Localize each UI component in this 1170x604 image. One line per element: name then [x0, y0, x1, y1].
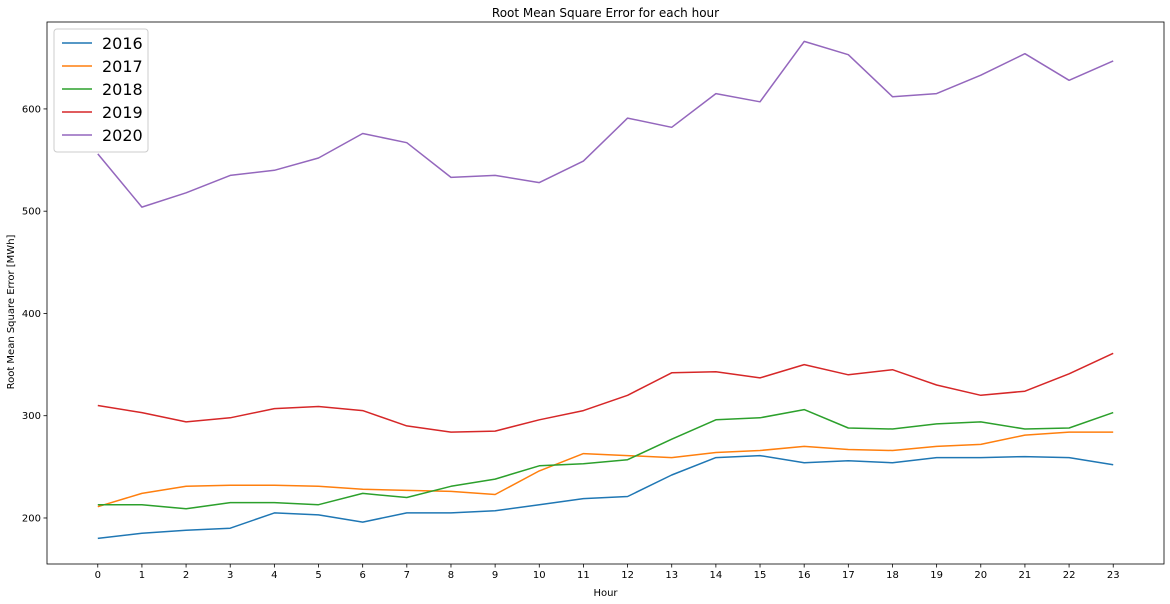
x-tick-label: 19	[930, 570, 943, 581]
plot-area	[97, 40, 1114, 540]
x-tick-label: 13	[665, 570, 678, 581]
y-tick-label: 600	[22, 104, 41, 115]
x-tick-label: 1	[139, 570, 145, 581]
legend-label-2018: 2018	[102, 80, 143, 99]
plot-frame	[46, 21, 1165, 565]
x-tick-label: 2	[183, 570, 189, 581]
x-tick-label: 16	[798, 570, 811, 581]
x-tick-label: 17	[842, 570, 855, 581]
legend-label-2019: 2019	[102, 103, 143, 122]
x-tick-label: 22	[1063, 570, 1076, 581]
y-axis-title: Root Mean Square Error [MWh]	[6, 234, 17, 389]
legend-label-2020: 2020	[102, 126, 143, 145]
y-tick-label: 500	[22, 207, 41, 218]
chart-title: Root Mean Square Error for each hour	[492, 6, 719, 20]
x-tick-label: 15	[754, 570, 767, 581]
x-tick-label: 5	[315, 570, 321, 581]
y-tick-label: 300	[22, 411, 41, 422]
series-line-2020	[97, 40, 1114, 208]
x-tick-label: 14	[710, 570, 723, 581]
axes: 0 1 2 3 4 5 6 7 8 9 10 11 12 13 14 15 16 17 18 19 20 21 22 2320…	[22, 21, 1165, 581]
series-line-2016	[97, 454, 1114, 540]
x-axis-title: Hour	[593, 588, 618, 599]
series-line-2017	[97, 431, 1114, 508]
y-tick-label: 400	[22, 309, 41, 320]
x-tick-label: 10	[533, 570, 546, 581]
x-tick-label: 7	[404, 570, 410, 581]
legend-label-2016: 2016	[102, 34, 143, 53]
x-tick-label: 23	[1107, 570, 1120, 581]
legend-label-2017: 2017	[102, 57, 143, 76]
x-tick-label: 3	[227, 570, 233, 581]
x-tick-label: 9	[492, 570, 498, 581]
legend: 2016 2017 2018 2019 2020	[53, 28, 149, 153]
x-tick-label: 6	[359, 570, 365, 581]
x-tick-label: 21	[1019, 570, 1032, 581]
series-line-2019	[97, 352, 1114, 433]
x-tick-label: 18	[886, 570, 899, 581]
x-tick-label: 0	[95, 570, 101, 581]
x-tick-label: 11	[577, 570, 590, 581]
y-tick-label: 200	[22, 513, 41, 524]
x-tick-label: 20	[974, 570, 987, 581]
x-tick-label: 4	[271, 570, 277, 581]
x-tick-label: 12	[621, 570, 634, 581]
series-line-2018	[97, 408, 1114, 510]
x-tick-label: 8	[448, 570, 454, 581]
legend-box	[53, 28, 149, 153]
